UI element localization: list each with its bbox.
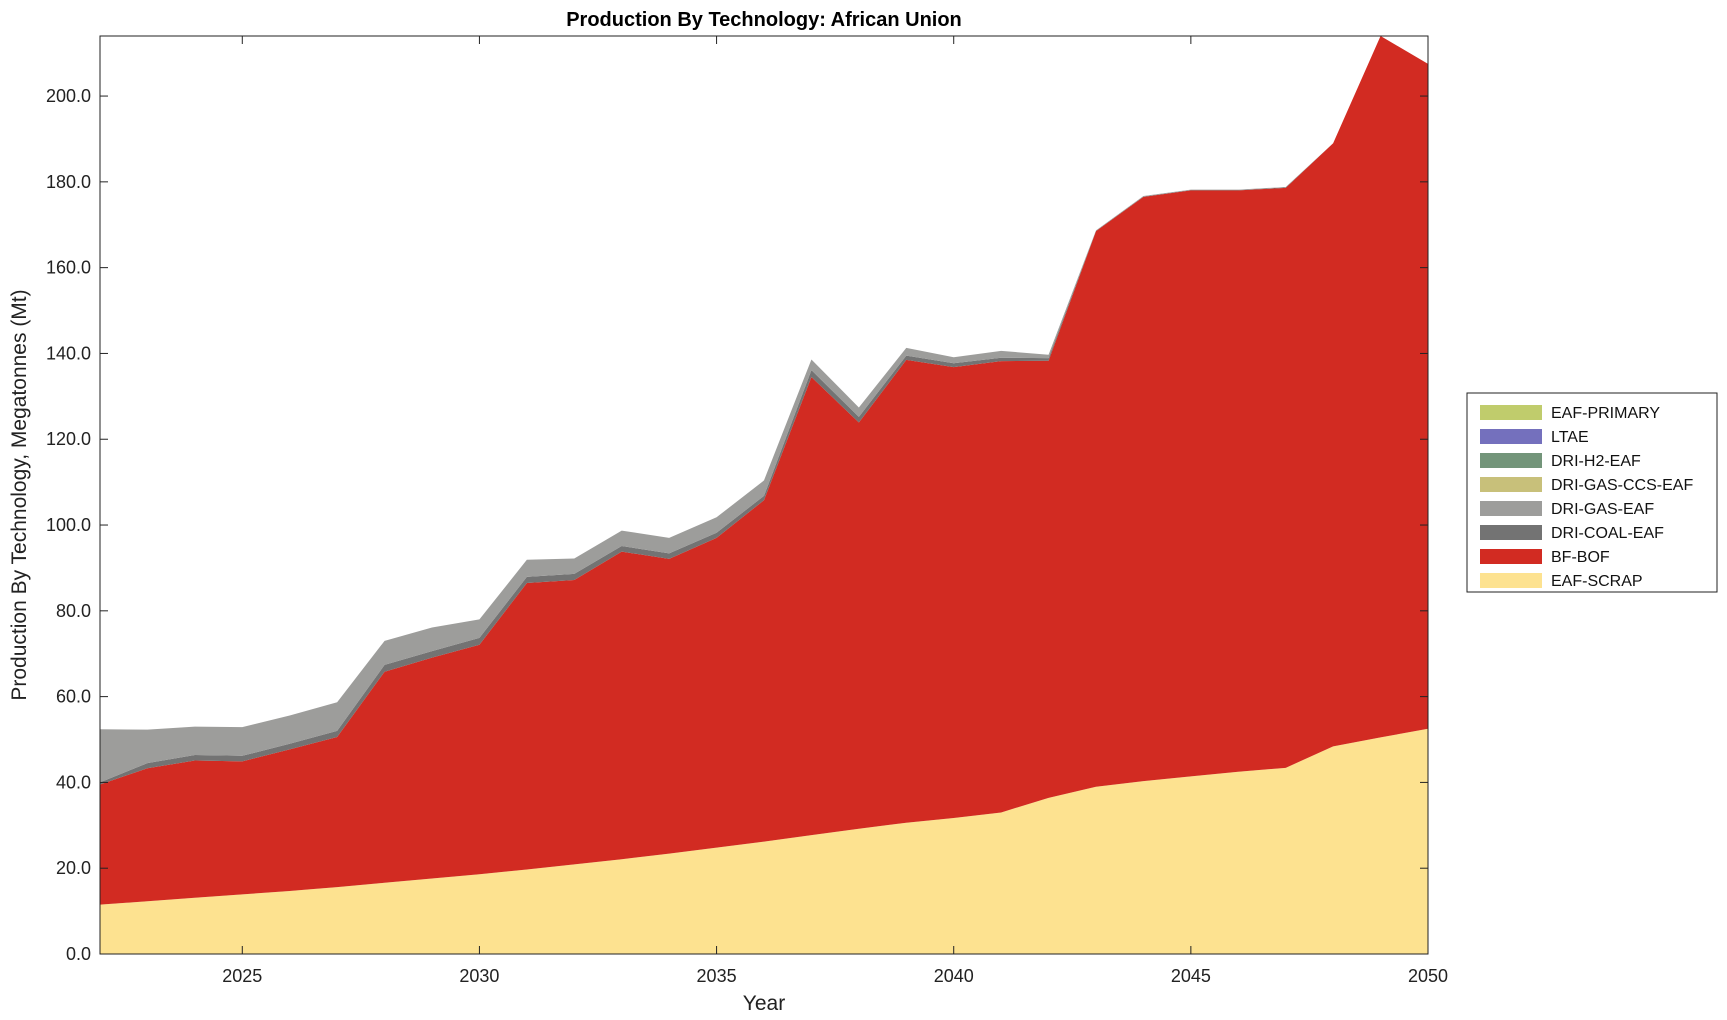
- legend-swatch-eaf-scrap: [1480, 573, 1542, 588]
- x-tick-label: 2035: [697, 966, 737, 986]
- y-tick-label: 60.0: [56, 687, 91, 707]
- x-tick-label: 2050: [1408, 966, 1448, 986]
- y-tick-label: 0.0: [66, 944, 91, 964]
- y-tick-label: 20.0: [56, 858, 91, 878]
- series-areas: [100, 36, 1428, 954]
- area-eaf-scrap: [100, 728, 1428, 954]
- y-tick-label: 100.0: [46, 515, 91, 535]
- area-bf-bof: [100, 36, 1428, 905]
- legend-label-eaf-primary: EAF-PRIMARY: [1551, 405, 1660, 422]
- legend-swatch-bf-bof: [1480, 549, 1542, 564]
- y-tick-label: 120.0: [46, 429, 91, 449]
- x-tick-label: 2030: [459, 966, 499, 986]
- y-tick-label: 200.0: [46, 86, 91, 106]
- legend-label-dri-gas-eaf: DRI-GAS-EAF: [1551, 501, 1654, 518]
- legend-swatch-dri-gas-ccs-eaf: [1480, 477, 1542, 492]
- legend-label-dri-h2-eaf: DRI-H2-EAF: [1551, 453, 1641, 470]
- x-axis-label: Year: [743, 992, 785, 1015]
- plot-frame: [99, 35, 1429, 955]
- y-axis-label: Production By Technology, Megatonnes (Mt…: [8, 289, 31, 700]
- legend-label-dri-gas-ccs-eaf: DRI-GAS-CCS-EAF: [1551, 477, 1693, 494]
- chart-title: Production By Technology: African Union: [566, 9, 962, 31]
- y-tick-label: 140.0: [46, 343, 91, 363]
- legend: EAF-PRIMARY LTAE DRI-H2-EAF DRI-GAS-CCS-EAF…: [1466, 392, 1718, 593]
- y-axis-ticks: 0.0 20.0 40.0 60.0 80.0 100.0 120.0 140.0 160.0 1…: [46, 86, 1428, 964]
- x-tick-label: 2025: [222, 966, 262, 986]
- x-tick-label: 2045: [1171, 966, 1211, 986]
- x-tick-label: 2040: [934, 966, 974, 986]
- legend-swatch-dri-gas-eaf: [1480, 501, 1542, 516]
- legend-label-ltae: LTAE: [1551, 429, 1589, 446]
- y-tick-label: 80.0: [56, 601, 91, 621]
- x-axis-ticks: 2025 2030 2035 2040 2045 2050: [222, 36, 1448, 986]
- legend-label-dri-coal-eaf: DRI-COAL-EAF: [1551, 525, 1664, 542]
- legend-swatch-eaf-primary: [1480, 405, 1542, 420]
- legend-swatch-dri-coal-eaf: [1480, 525, 1542, 540]
- legend-swatch-dri-h2-eaf: [1480, 453, 1542, 468]
- y-tick-label: 40.0: [56, 772, 91, 792]
- legend-label-bf-bof: BF-BOF: [1551, 549, 1610, 566]
- y-tick-label: 180.0: [46, 172, 91, 192]
- y-tick-label: 160.0: [46, 258, 91, 278]
- legend-swatch-ltae: [1480, 429, 1542, 444]
- legend-label-eaf-scrap: EAF-SCRAP: [1551, 573, 1643, 590]
